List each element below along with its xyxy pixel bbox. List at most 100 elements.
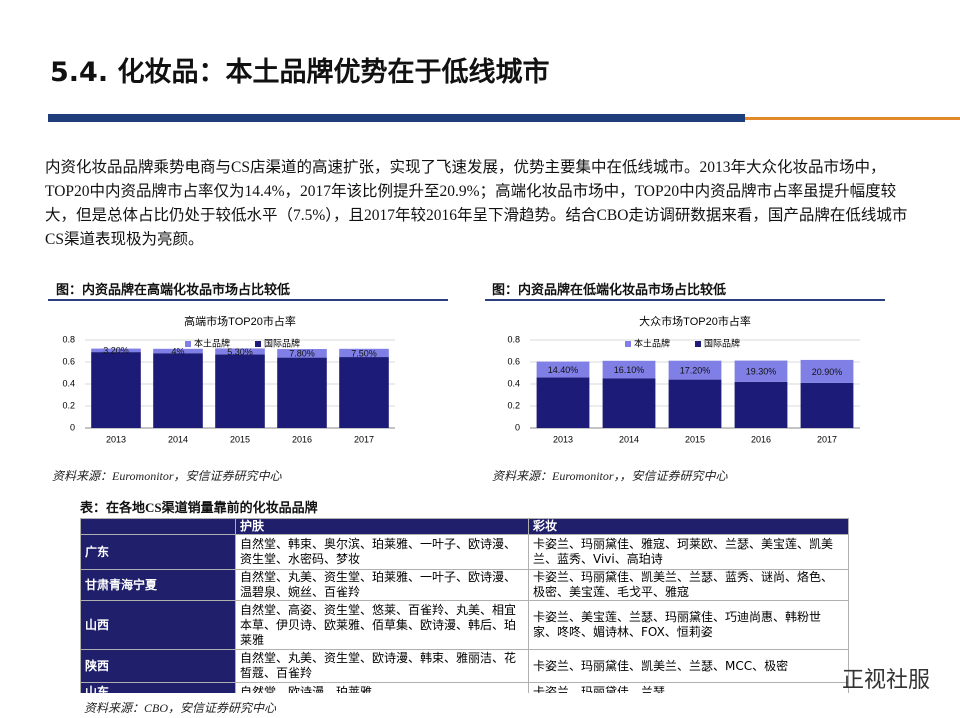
y-tick-label: 0.2 <box>507 400 520 410</box>
legend-label: 本土品牌 <box>194 337 230 348</box>
data-label: 16.10% <box>614 365 645 375</box>
bar-segment <box>668 360 722 380</box>
legend-label: 本土品牌 <box>634 337 670 348</box>
x-tick-label: 2014 <box>168 434 188 444</box>
table: 护肤 彩妆 广东 自然堂、韩束、奥尔滨、珀莱雅、一叶子、欧诗漫、资生堂、水密码、梦妆… <box>80 518 849 693</box>
table-cell: 卡姿兰、美宝莲、兰瑟、玛丽黛佳、巧迪尚惠、韩粉世家、咚咚、媚诗林、FOX、恒莉姿 <box>528 600 849 650</box>
bar-segment <box>800 382 854 428</box>
y-tick-label: 0.4 <box>507 378 520 388</box>
y-tick-label: 0.6 <box>62 356 75 366</box>
bar-segment <box>536 361 590 378</box>
legend-swatch <box>625 341 631 347</box>
y-tick-label: 0 <box>70 422 75 432</box>
header-cell <box>80 518 236 535</box>
x-tick-label: 2015 <box>685 434 705 444</box>
data-label: 7.50% <box>351 348 377 358</box>
bar-segment <box>734 381 788 428</box>
bar-segment <box>339 357 389 428</box>
bar-segment <box>668 379 722 428</box>
x-tick-label: 2017 <box>354 434 374 444</box>
bar-segment <box>277 357 327 428</box>
table-cell: 自然堂、韩束、奥尔滨、珀莱雅、一叶子、欧诗漫、资生堂、水密码、梦妆 <box>235 534 529 570</box>
row-header: 山西 <box>80 600 236 650</box>
bar-segment <box>215 354 265 428</box>
data-label: 17.20% <box>680 366 711 376</box>
chart: 大众市场TOP20市占率 0 0.2 0.4 0.6 0.8 14.40% 16.10% 17.… <box>507 314 860 444</box>
slide-title: 5.4. 化妆品：本土品牌优势在于低线城市 <box>50 57 550 88</box>
table-wrap: 护肤 彩妆 广东 自然堂、韩束、奥尔滨、珀莱雅、一叶子、欧诗漫、资生堂、水密码、梦妆… <box>80 518 850 693</box>
table-row: 山东 自然堂、欧诗漫、珀莱雅、 卡姿兰、玛丽黛佳、兰瑟 <box>80 682 849 693</box>
table-source: 资料来源：CBO，安信证券研究中心 <box>84 701 277 715</box>
y-tick-label: 0.8 <box>507 334 520 344</box>
y-tick-label: 0.2 <box>62 400 75 410</box>
x-tick-label: 2016 <box>751 434 771 444</box>
data-label: 5.30% <box>227 347 253 357</box>
y-tick-label: 0.4 <box>62 378 75 388</box>
table-caption: 表：在各地CS渠道销量靠前的化妆品品牌 <box>80 500 318 515</box>
x-tick-label: 2013 <box>106 434 126 444</box>
data-label: 3.20% <box>103 346 129 356</box>
bar-segment <box>91 352 141 428</box>
table-cell: 自然堂、丸美、资生堂、珀莱雅、一叶子、欧诗漫、温碧泉、婉丝、百雀羚 <box>235 569 529 601</box>
table-cell: 卡姿兰、玛丽黛佳、雅寇、珂莱欧、兰瑟、美宝莲、凯美兰、蓝秀、Vivi、高珀诗 <box>528 534 849 570</box>
table-cell: 自然堂、欧诗漫、珀莱雅、 <box>235 682 529 693</box>
chart-title: 高端市场TOP20市占率 <box>184 314 296 328</box>
data-label: 7.80% <box>289 349 315 359</box>
table-row: 广东 自然堂、韩束、奥尔滨、珀莱雅、一叶子、欧诗漫、资生堂、水密码、梦妆 卡姿兰、玛… <box>80 534 849 570</box>
figure-caption: 图：内资品牌在低端化妆品市场占比较低 <box>492 282 727 297</box>
bar-segment <box>339 348 389 358</box>
table-cell: 自然堂、丸美、资生堂、欧诗漫、韩束、雅丽洁、花皙蔻、百雀羚 <box>235 649 529 683</box>
legend-label: 国际品牌 <box>704 337 740 348</box>
row-header: 甘肃青海宁夏 <box>80 569 236 601</box>
x-tick-label: 2014 <box>619 434 639 444</box>
bar-segment <box>215 348 265 355</box>
y-tick-label: 0.6 <box>507 356 520 366</box>
bar-segment <box>800 359 854 383</box>
table-cell: 卡姿兰、玛丽黛佳、凯美兰、兰瑟、MCC、极密 <box>528 649 849 683</box>
legend-swatch <box>185 341 191 347</box>
figure-source: 资料来源：Euromonitor，安信证券研究中心 <box>52 469 282 483</box>
bar-segment <box>734 360 788 382</box>
table-row: 陕西 自然堂、丸美、资生堂、欧诗漫、韩束、雅丽洁、花皙蔻、百雀羚 卡姿兰、玛丽黛佳、… <box>80 649 849 683</box>
title-rule-accent <box>745 117 960 120</box>
row-header: 陕西 <box>80 649 236 683</box>
table-cell: 自然堂、高姿、资生堂、悠莱、百雀羚、丸美、相宜本草、伊贝诗、欧莱雅、佰草集、欧诗… <box>235 600 529 650</box>
table-header: 护肤 彩妆 <box>80 518 849 535</box>
watermark: 正视社服 <box>841 668 930 693</box>
x-tick-label: 2017 <box>817 434 837 444</box>
data-label: 14.40% <box>548 365 579 375</box>
y-tick-label: 0 <box>515 422 520 432</box>
legend-swatch <box>255 341 261 347</box>
chart-title: 大众市场TOP20市占率 <box>639 314 751 328</box>
data-label: 4% <box>171 346 184 356</box>
legend-swatch <box>695 341 701 347</box>
paragraph: 内资化妆品品牌乘势电商与CS店渠道的高速扩张，实现了飞速发展，优势主要集中在低线… <box>45 159 908 248</box>
chart: 高端市场TOP20市占率 0 0.2 0.4 0.6 0.8 3.20% 4% 5.30% 7.8… <box>62 314 395 444</box>
table-row: 山西 自然堂、高姿、资生堂、悠莱、百雀羚、丸美、相宜本草、伊贝诗、欧莱雅、佰草集、… <box>80 600 849 650</box>
bar-segment <box>153 353 203 428</box>
figure-caption: 图：内资品牌在高端化妆品市场占比较低 <box>56 282 291 297</box>
caption-rule <box>48 299 448 301</box>
bar-segment <box>536 377 590 428</box>
legend-label: 国际品牌 <box>264 337 300 348</box>
table-cell: 卡姿兰、玛丽黛佳、凯美兰、兰瑟、蓝秀、谜尚、烙色、极密、美宝莲、毛戈平、雅寇 <box>528 569 849 601</box>
table-row: 甘肃青海宁夏 自然堂、丸美、资生堂、珀莱雅、一叶子、欧诗漫、温碧泉、婉丝、百雀羚卡… <box>80 569 849 601</box>
bar-segment <box>277 349 327 358</box>
bar-segment <box>91 348 141 353</box>
x-tick-label: 2015 <box>230 434 250 444</box>
header-cell: 彩妆 <box>528 518 849 535</box>
x-tick-label: 2016 <box>292 434 312 444</box>
caption-rule <box>485 299 885 301</box>
bar-segment <box>153 348 203 354</box>
figure-source: 资料来源：Euromonitor，，安信证券研究中心 <box>492 469 728 483</box>
table-cell: 卡姿兰、玛丽黛佳、兰瑟 <box>528 682 849 693</box>
row-header: 山东 <box>80 682 236 693</box>
title-rule <box>48 114 745 122</box>
bar-segment <box>602 360 656 379</box>
bar-segment <box>602 378 656 428</box>
x-tick-label: 2013 <box>553 434 573 444</box>
data-label: 20.90% <box>812 367 843 377</box>
y-tick-label: 0.8 <box>62 334 75 344</box>
data-label: 19.30% <box>746 367 777 377</box>
